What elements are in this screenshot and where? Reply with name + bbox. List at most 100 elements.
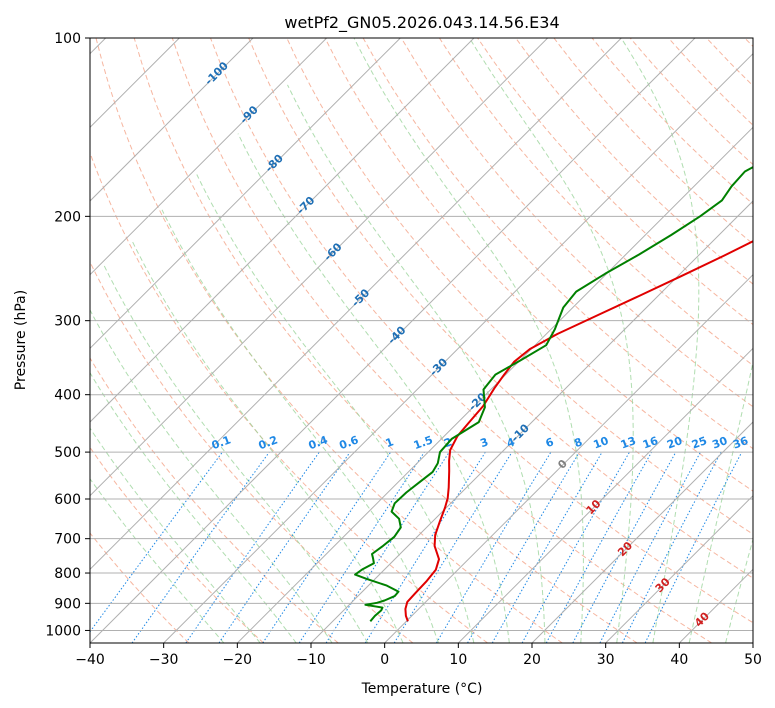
isotherm-label: -80 bbox=[263, 151, 286, 174]
axis-ticks: −40 −30 −20 −10 0 10 20 30 40 5010009008007006005… bbox=[45, 31, 762, 668]
moist-adiabat-line bbox=[90, 371, 297, 643]
y-tick-label: 500 bbox=[54, 445, 81, 461]
mixing-ratio-label: 0.4 bbox=[307, 433, 330, 452]
dry-adiabat-line bbox=[400, 38, 753, 408]
x-tick-label: −20 bbox=[223, 652, 253, 668]
dry-adiabat-line bbox=[90, 151, 488, 643]
isotherm-line bbox=[384, 273, 753, 643]
isotherm-line bbox=[90, 38, 401, 350]
dry-adiabat-line bbox=[248, 38, 753, 579]
mixing-ratio-line bbox=[644, 451, 743, 643]
isotherm-line bbox=[90, 38, 254, 202]
mixing-ratio-label: 6 bbox=[544, 435, 556, 450]
mixing-ratio-line bbox=[435, 451, 552, 643]
y-tick-label: 900 bbox=[54, 596, 81, 612]
dry-adiabat-line bbox=[706, 38, 753, 87]
mixing-ratio-label: 10 bbox=[592, 434, 611, 452]
isotherm-label: -100 bbox=[202, 59, 231, 88]
dewpoint-profile-line bbox=[354, 166, 753, 622]
mixing-ratio-label: 16 bbox=[641, 434, 660, 452]
x-tick-label: 20 bbox=[523, 652, 541, 668]
line-labels: -100-90-80-70-60-50-40-30-20-10010203040… bbox=[202, 59, 750, 630]
x-tick-label: 10 bbox=[449, 652, 467, 668]
isotherm-line bbox=[457, 347, 753, 643]
moist-adiabat-line bbox=[131, 240, 404, 643]
y-tick-label: 600 bbox=[54, 492, 81, 508]
dry-adiabat-line bbox=[95, 38, 563, 643]
mixing-ratio-line bbox=[545, 451, 653, 643]
y-tick-label: 800 bbox=[54, 566, 81, 582]
moist-adiabat-line bbox=[90, 309, 333, 643]
mixing-ratio-lines bbox=[90, 451, 743, 643]
grid-lines bbox=[90, 38, 753, 643]
dry-adiabat-line bbox=[438, 38, 753, 367]
isotherm-line bbox=[310, 200, 753, 643]
dry-adiabat-line bbox=[553, 38, 753, 245]
x-tick-label: −40 bbox=[75, 652, 105, 668]
x-tick-label: −30 bbox=[149, 652, 179, 668]
x-tick-label: −10 bbox=[296, 652, 326, 668]
isotherm-label: 0 bbox=[555, 457, 570, 472]
isotherm-line bbox=[531, 421, 753, 643]
mixing-ratio-line bbox=[599, 451, 701, 643]
x-tick-label: 50 bbox=[744, 652, 762, 668]
isotherm-line bbox=[90, 38, 549, 497]
mixing-ratio-label: 20 bbox=[665, 434, 684, 452]
profile-series bbox=[354, 166, 753, 622]
y-tick-label: 100 bbox=[54, 31, 81, 47]
temperature-profile-line bbox=[404, 240, 753, 622]
dry-adiabat-line bbox=[324, 38, 753, 492]
moist-adiabat-line bbox=[90, 427, 261, 643]
chart-title: wetPf2_GN05.2026.043.14.56.E34 bbox=[284, 13, 559, 33]
mixing-ratio-line bbox=[185, 451, 320, 643]
dry-adiabat-line bbox=[90, 446, 264, 643]
dry-adiabat-line bbox=[515, 38, 753, 285]
mixing-ratio-line bbox=[298, 451, 425, 643]
mixing-ratio-line bbox=[393, 451, 513, 643]
dry-adiabat-line bbox=[744, 38, 753, 48]
moist-adiabat-line bbox=[353, 38, 584, 643]
mixing-ratio-line bbox=[364, 451, 486, 643]
mixing-ratio-line bbox=[90, 451, 223, 633]
y-tick-label: 1000 bbox=[45, 623, 81, 639]
moist-adiabat-line bbox=[90, 477, 225, 643]
moist-adiabat-line bbox=[725, 537, 753, 643]
dry-adiabat-line bbox=[171, 38, 712, 643]
mixing-ratio-label: 8 bbox=[572, 435, 584, 450]
mixing-ratio-label: 13 bbox=[619, 434, 638, 451]
y-tick-label: 700 bbox=[54, 532, 81, 548]
isotherm-line bbox=[90, 38, 475, 423]
moist-adiabat-line bbox=[620, 38, 700, 643]
isotherm-line bbox=[90, 38, 328, 276]
mixing-ratio-line bbox=[218, 451, 351, 643]
mixing-ratio-line bbox=[621, 451, 722, 643]
isotherm-line bbox=[605, 494, 753, 643]
dry-adiabat-line bbox=[90, 260, 414, 643]
dry-adiabat-line bbox=[668, 38, 753, 126]
y-axis-label: Pressure (hPa) bbox=[13, 290, 29, 390]
mixing-ratio-label: 1 bbox=[384, 435, 396, 450]
plot-frame bbox=[89, 37, 754, 644]
mixing-ratio-line bbox=[572, 451, 677, 643]
x-axis-label: Temperature (°C) bbox=[361, 681, 483, 697]
mixing-ratio-line bbox=[262, 451, 392, 643]
isotherm-line bbox=[678, 568, 753, 643]
mixing-ratio-label: 4 bbox=[505, 435, 517, 450]
mixing-ratio-label: 0.6 bbox=[338, 433, 361, 452]
dry-adiabat-line bbox=[133, 38, 638, 643]
mixing-ratio-line bbox=[325, 451, 450, 643]
isotherm-line bbox=[90, 38, 622, 571]
y-tick-label: 400 bbox=[54, 388, 81, 404]
y-tick-label: 200 bbox=[54, 209, 81, 225]
isotherm-line bbox=[752, 642, 753, 643]
mixing-ratio-label: 36 bbox=[731, 434, 750, 452]
mixing-ratio-label: 3 bbox=[478, 435, 490, 450]
mixing-ratio-label: 0.1 bbox=[210, 433, 233, 452]
y-tick-label: 300 bbox=[54, 314, 81, 330]
isotherm-label: -40 bbox=[385, 323, 408, 346]
moist-adiabat-line bbox=[688, 359, 753, 643]
isotherm-line bbox=[90, 38, 696, 643]
moist-adiabat-line bbox=[237, 133, 510, 643]
x-tick-label: 40 bbox=[670, 652, 688, 668]
